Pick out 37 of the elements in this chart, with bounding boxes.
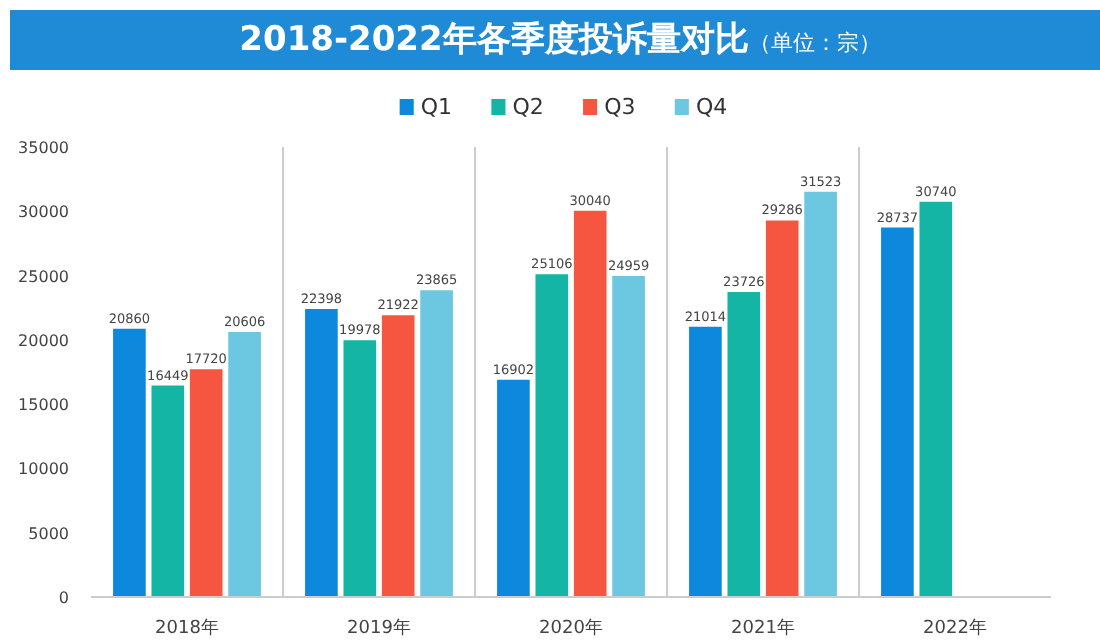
y-tick-label: 25000 xyxy=(18,267,70,286)
legend-label: Q1 xyxy=(420,94,453,120)
x-tick-label: 2019年 xyxy=(347,617,411,639)
x-tick-label: 2022年 xyxy=(923,617,987,639)
y-tick-label: 30000 xyxy=(18,203,70,222)
bar xyxy=(765,220,799,597)
y-tick-label: 0 xyxy=(58,589,70,607)
bar xyxy=(497,379,530,597)
legend-label: Q4 xyxy=(695,94,728,120)
x-tick-label: 2020年 xyxy=(539,617,603,639)
bar xyxy=(151,385,185,597)
bar xyxy=(535,274,569,597)
y-tick-label: 15000 xyxy=(18,396,70,415)
bar xyxy=(727,291,761,597)
bar xyxy=(573,210,607,597)
x-tick-label: 2018年 xyxy=(155,617,219,639)
bar xyxy=(305,309,338,597)
bar xyxy=(228,332,261,597)
bar xyxy=(612,276,645,597)
bar xyxy=(420,290,453,597)
legend-label: Q3 xyxy=(604,94,636,120)
bar xyxy=(804,191,837,597)
bar xyxy=(919,201,953,597)
bar xyxy=(381,315,415,597)
y-tick-label: 35000 xyxy=(18,139,70,157)
chart-subtitle: （单位：宗） xyxy=(748,30,881,56)
y-tick-label: 10000 xyxy=(18,460,70,479)
bar xyxy=(881,227,914,597)
y-tick-label: 5000 xyxy=(28,524,69,543)
chart-title: 2018-2022年各季度投诉量对比 xyxy=(239,20,749,60)
legend-label: Q2 xyxy=(512,94,544,120)
bar xyxy=(113,328,146,597)
x-tick-label: 2021年 xyxy=(731,617,795,639)
bar xyxy=(689,326,722,597)
bar xyxy=(189,369,223,597)
bar xyxy=(343,340,377,597)
y-tick-label: 20000 xyxy=(18,331,70,350)
